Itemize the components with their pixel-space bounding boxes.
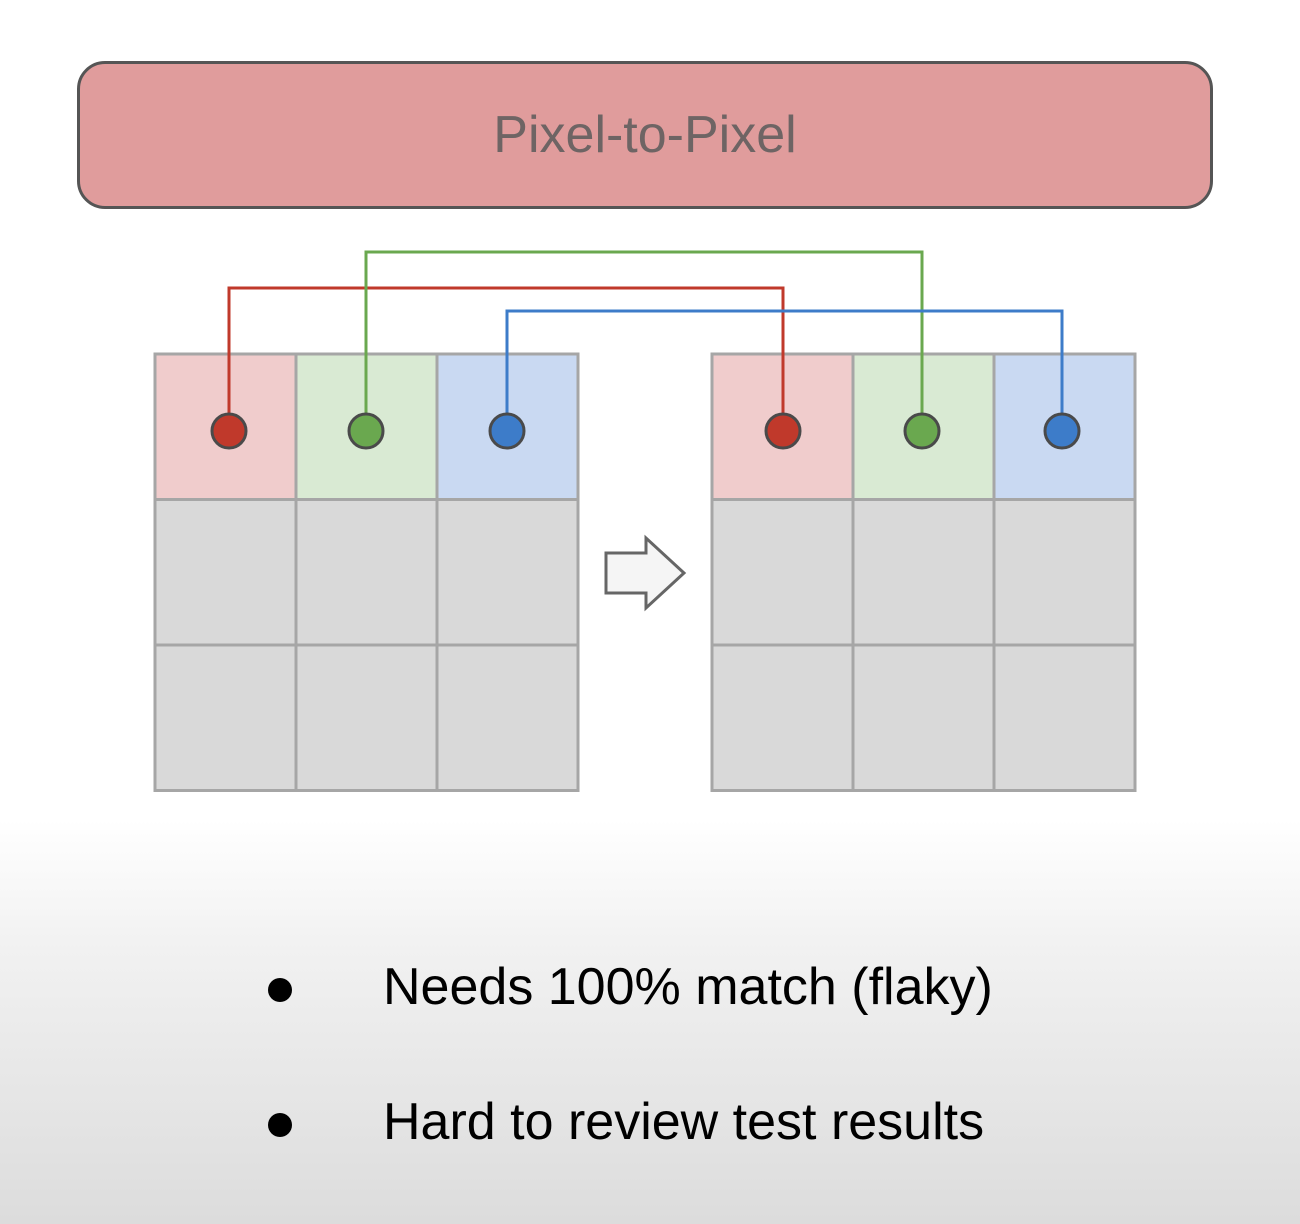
bullet-text: Hard to review test results: [383, 1093, 985, 1151]
arrow-right-icon: [604, 534, 687, 612]
grid-cell: [851, 498, 996, 647]
grid-cell: [294, 643, 439, 792]
bullet-icon: [268, 1113, 292, 1137]
blue-pixel-dot: [488, 412, 526, 450]
green-pixel-dot: [347, 412, 385, 450]
grid-cell: [710, 498, 855, 647]
blue-connection-line: [505, 309, 1064, 431]
grid-cell: [992, 643, 1137, 792]
green-connection-line: [364, 250, 924, 431]
red-connection-line: [227, 286, 785, 431]
grid-cell: [851, 643, 996, 792]
green-pixel-dot: [903, 412, 941, 450]
red-pixel-dot: [210, 412, 248, 450]
target-grid: [710, 352, 1137, 792]
pixel-mapping-diagram: [153, 250, 1137, 792]
grid-cell: [435, 643, 580, 792]
page-title: Pixel-to-Pixel: [493, 106, 797, 164]
grid-cell: [153, 498, 298, 647]
red-pixel-dot: [764, 412, 802, 450]
grid-cell: [435, 498, 580, 647]
bullet-icon: [268, 978, 292, 1002]
grid-cell: [153, 643, 298, 792]
bullet-text: Needs 100% match (flaky): [383, 958, 993, 1016]
grid-cell: [294, 498, 439, 647]
grid-cell: [710, 643, 855, 792]
list-item: Hard to review test results: [0, 1087, 1300, 1157]
list-item: Needs 100% match (flaky): [0, 952, 1300, 1022]
grid-cell: [992, 498, 1137, 647]
title-banner: Pixel-to-Pixel: [77, 61, 1213, 209]
blue-pixel-dot: [1043, 412, 1081, 450]
